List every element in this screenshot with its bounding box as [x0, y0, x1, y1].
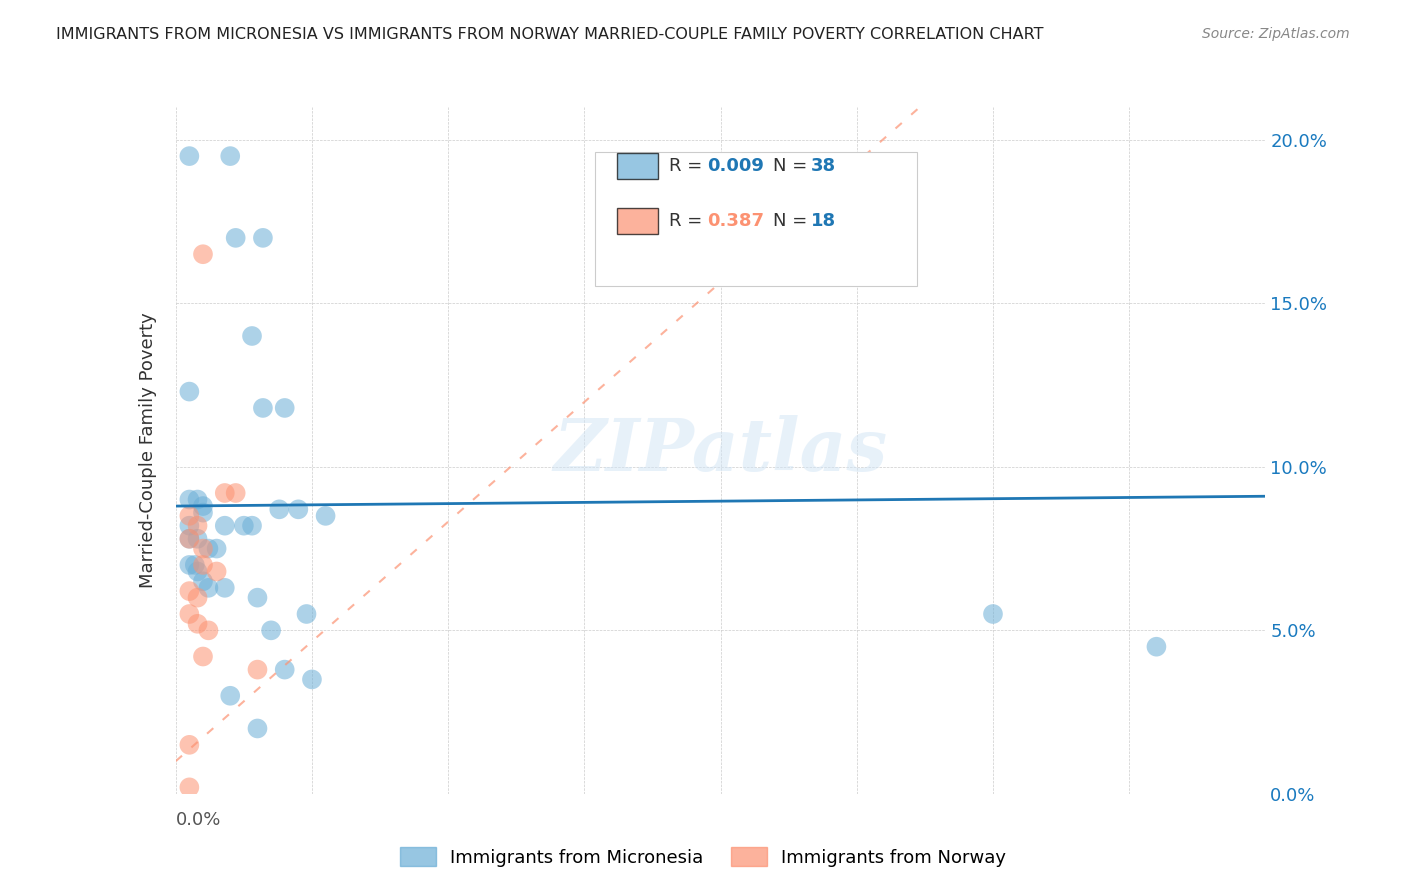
Point	[179, 492, 201, 507]
Point	[179, 508, 201, 523]
Point	[225, 486, 247, 500]
FancyBboxPatch shape	[617, 153, 658, 179]
Text: 18: 18	[811, 212, 837, 230]
Point	[252, 401, 274, 415]
Point	[252, 231, 274, 245]
Point	[274, 663, 297, 677]
Point	[191, 499, 214, 513]
Point	[240, 518, 263, 533]
Point	[184, 558, 207, 572]
Point	[191, 247, 214, 261]
Point	[179, 584, 201, 599]
Text: 0.009: 0.009	[707, 157, 765, 175]
Point	[205, 541, 228, 556]
Point	[219, 689, 242, 703]
FancyBboxPatch shape	[595, 152, 917, 285]
Point	[301, 673, 323, 687]
Point	[179, 558, 201, 572]
Legend: Immigrants from Micronesia, Immigrants from Norway: Immigrants from Micronesia, Immigrants f…	[392, 840, 1014, 874]
Text: IMMIGRANTS FROM MICRONESIA VS IMMIGRANTS FROM NORWAY MARRIED-COUPLE FAMILY POVER: IMMIGRANTS FROM MICRONESIA VS IMMIGRANTS…	[56, 27, 1043, 42]
Point	[191, 541, 214, 556]
Point	[186, 565, 209, 579]
Y-axis label: Married-Couple Family Poverty: Married-Couple Family Poverty	[139, 312, 157, 589]
Point	[981, 607, 1004, 621]
Point	[179, 532, 201, 546]
Text: 38: 38	[811, 157, 837, 175]
Point	[214, 518, 236, 533]
Point	[179, 518, 201, 533]
Point	[246, 591, 269, 605]
Point	[246, 663, 269, 677]
Text: 0.0%: 0.0%	[176, 811, 221, 829]
Text: 0.387: 0.387	[707, 212, 765, 230]
Point	[179, 607, 201, 621]
Text: N =: N =	[773, 157, 813, 175]
Text: R =: R =	[669, 212, 709, 230]
Point	[205, 565, 228, 579]
Point	[186, 518, 209, 533]
Point	[179, 149, 201, 163]
Point	[186, 492, 209, 507]
Text: Source: ZipAtlas.com: Source: ZipAtlas.com	[1202, 27, 1350, 41]
Point	[232, 518, 254, 533]
Point	[214, 486, 236, 500]
Text: N =: N =	[773, 212, 813, 230]
Point	[274, 401, 297, 415]
Point	[179, 384, 201, 399]
Point	[219, 149, 242, 163]
Point	[295, 607, 318, 621]
Point	[186, 532, 209, 546]
Point	[179, 532, 201, 546]
Point	[197, 624, 219, 638]
Point	[191, 558, 214, 572]
Point	[240, 329, 263, 343]
Point	[197, 541, 219, 556]
Point	[315, 508, 337, 523]
Point	[246, 722, 269, 736]
Point	[197, 581, 219, 595]
Point	[214, 581, 236, 595]
Point	[186, 591, 209, 605]
Point	[186, 616, 209, 631]
Point	[260, 624, 283, 638]
Point	[179, 738, 201, 752]
Point	[191, 506, 214, 520]
Point	[191, 649, 214, 664]
Point	[179, 780, 201, 795]
Text: ZIPatlas: ZIPatlas	[554, 415, 887, 486]
Point	[269, 502, 291, 516]
Point	[191, 574, 214, 589]
Text: R =: R =	[669, 157, 709, 175]
FancyBboxPatch shape	[617, 208, 658, 234]
Point	[225, 231, 247, 245]
Point	[287, 502, 309, 516]
Point	[1144, 640, 1167, 654]
